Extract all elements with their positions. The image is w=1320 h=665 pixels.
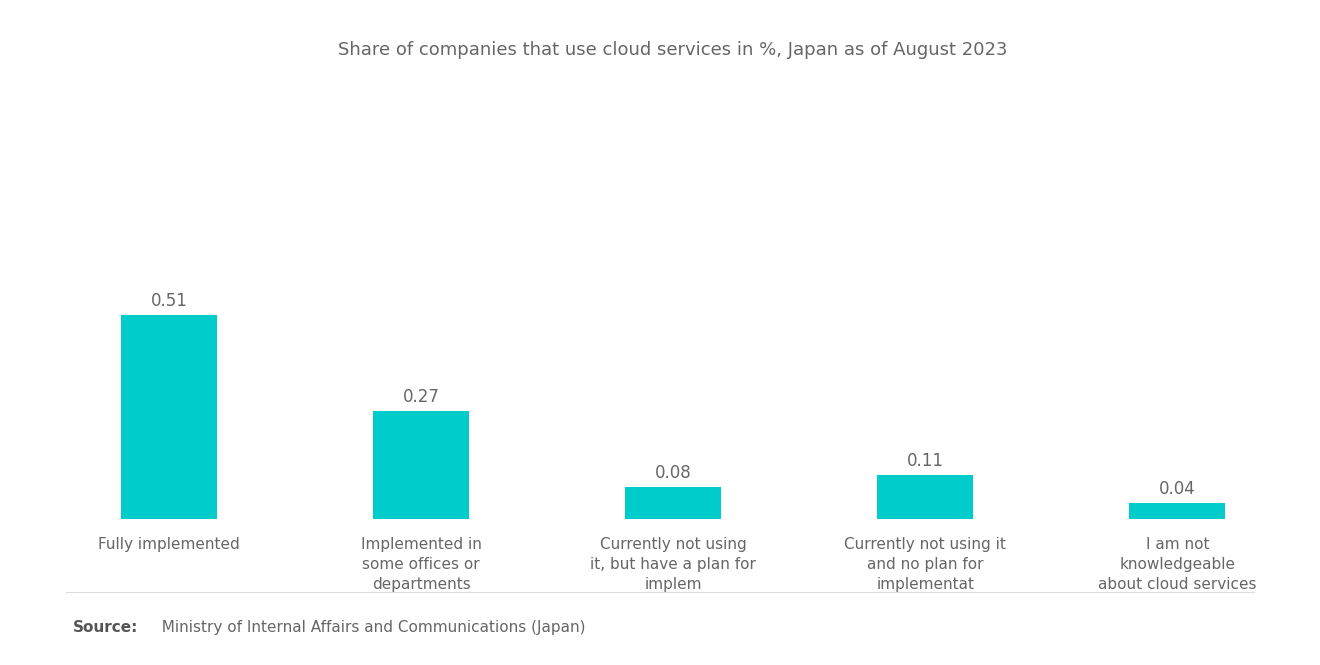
Bar: [374, 411, 469, 519]
Text: 0.11: 0.11: [907, 452, 944, 470]
Bar: [121, 315, 216, 519]
Bar: [626, 487, 721, 519]
Text: 0.08: 0.08: [655, 464, 692, 482]
Text: 0.27: 0.27: [403, 388, 440, 406]
Text: 0.51: 0.51: [150, 293, 187, 311]
Bar: [878, 475, 973, 519]
Text: Source:: Source:: [73, 620, 139, 635]
Text: Ministry of Internal Affairs and Communications (Japan): Ministry of Internal Affairs and Communi…: [152, 620, 585, 635]
Text: 0.04: 0.04: [1159, 480, 1196, 498]
Bar: [1130, 503, 1225, 519]
Title: Share of companies that use cloud services in %, Japan as of August 2023: Share of companies that use cloud servic…: [338, 41, 1008, 59]
